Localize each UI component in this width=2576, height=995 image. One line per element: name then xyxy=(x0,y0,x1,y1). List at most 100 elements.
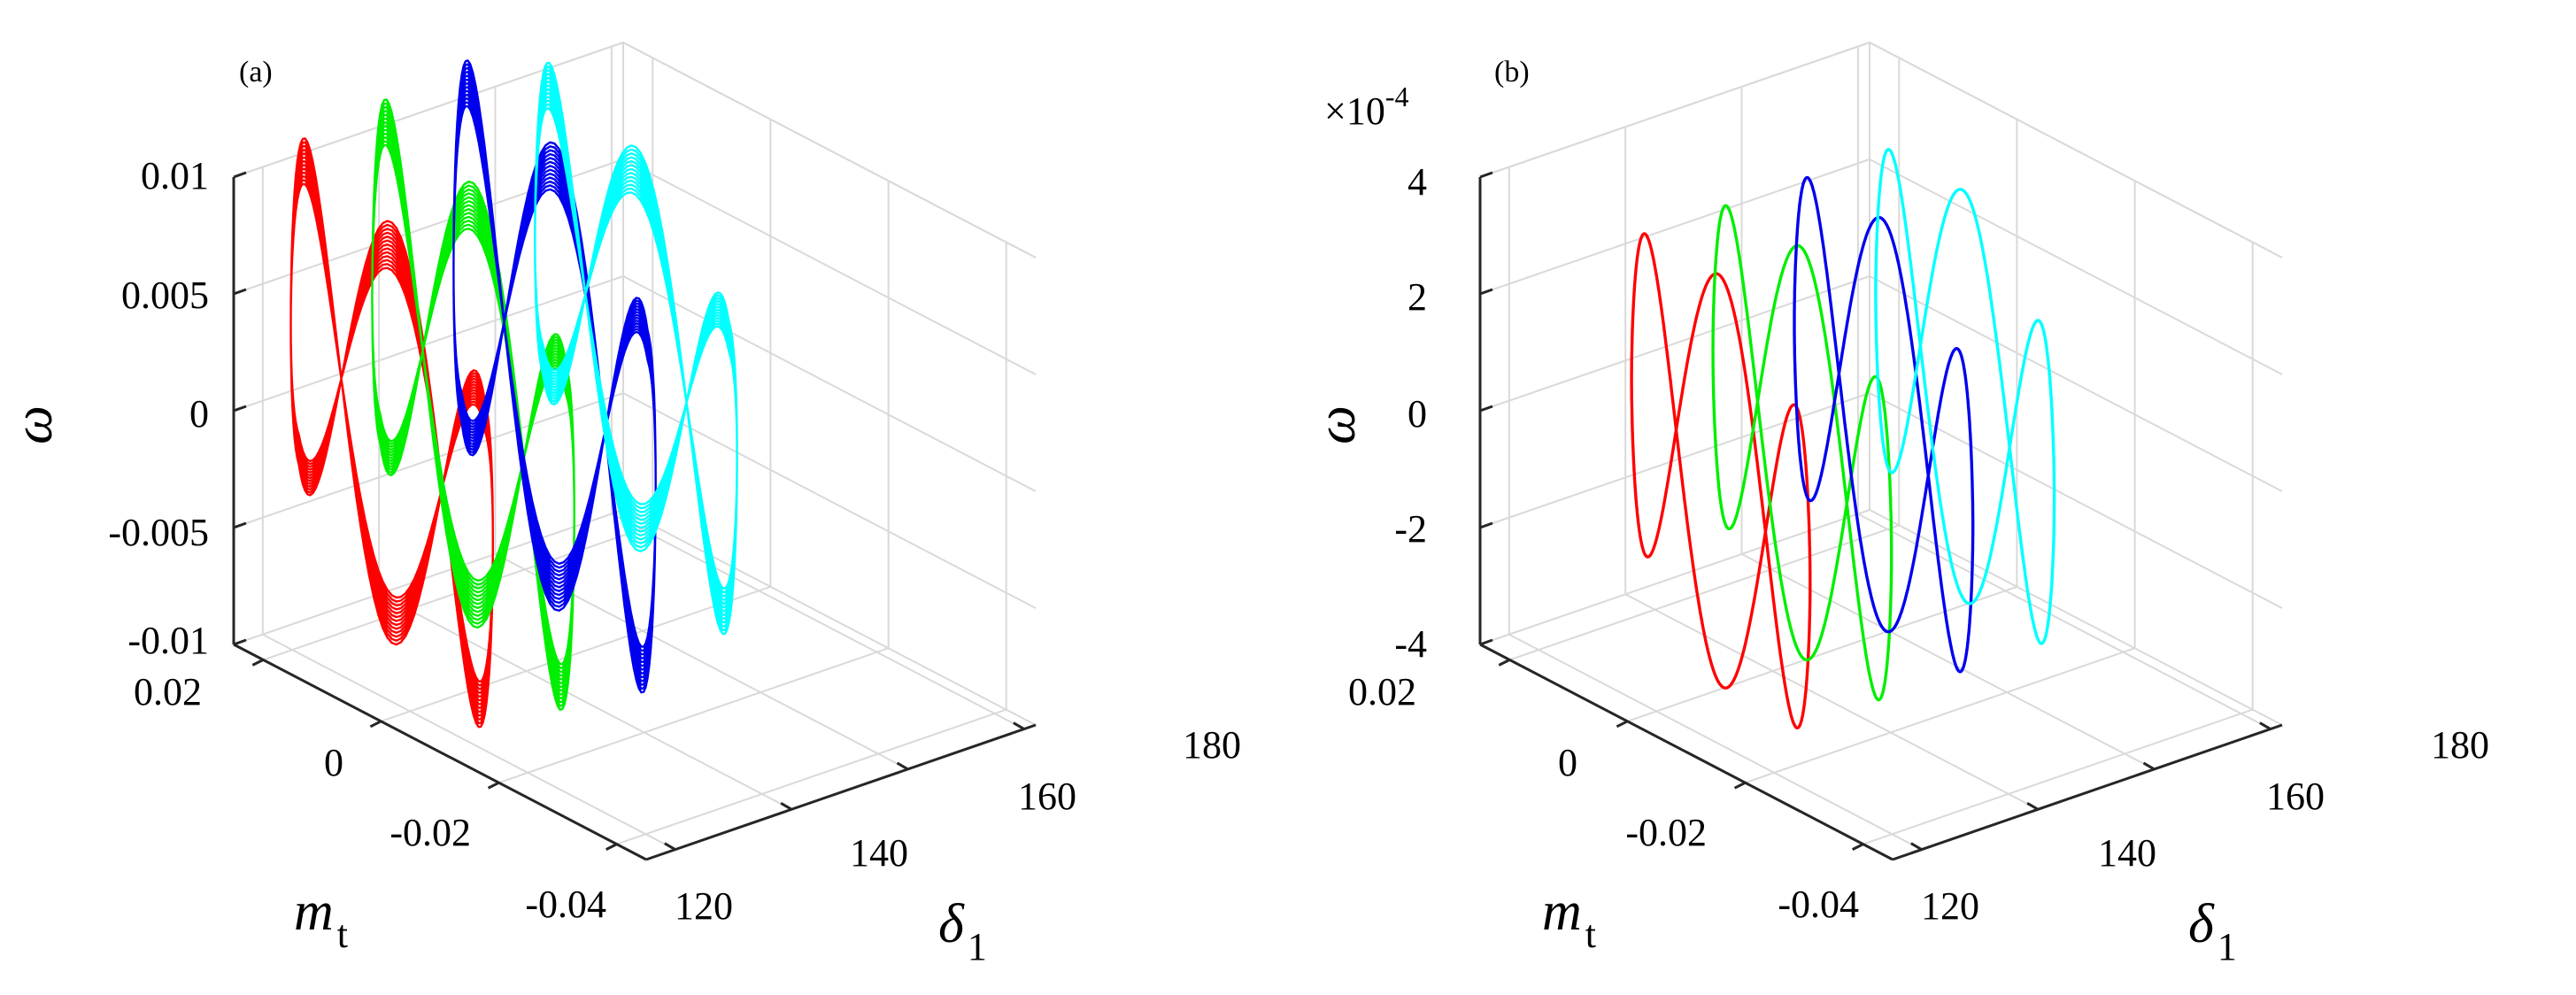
a-y-tick-label: 0 xyxy=(324,741,343,784)
b-series-red xyxy=(1630,232,1812,729)
panel-b-z-tick-labels: 4 2 0 -2 -4 xyxy=(1394,160,1427,666)
a-gridline xyxy=(495,553,908,770)
a-z-tick xyxy=(233,521,247,529)
panel-a: 0.01 0.005 0 -0.005 -0.01 0.02 0 -0.02 -… xyxy=(4,41,1241,968)
b-series-cyan xyxy=(1874,148,2056,645)
a-x-tick-label: 180 xyxy=(1183,723,1241,767)
b-z-tick xyxy=(1479,405,1493,413)
a-z-tick-label: 0 xyxy=(189,392,209,436)
a-gridline xyxy=(381,585,771,722)
b-y-axis-label: mt xyxy=(1542,882,1596,956)
b-x-tick xyxy=(2259,721,2271,730)
a-x-tick xyxy=(664,842,676,851)
b-y-tick-label: 0 xyxy=(1558,741,1577,784)
b-gridline xyxy=(1508,524,1900,661)
b-y-axis-label-sub: t xyxy=(1585,913,1596,956)
a-y-tick xyxy=(251,659,264,667)
a-x-tick xyxy=(780,801,792,811)
a-z-tick-label: -0.01 xyxy=(127,619,209,662)
a-y-tick xyxy=(605,843,618,851)
b-x-tick-label: 180 xyxy=(2431,723,2489,767)
b-x-axis xyxy=(1892,723,2283,861)
a-x-tick-label: 120 xyxy=(675,884,733,928)
a-x-axis-label-sub: 1 xyxy=(968,925,987,968)
b-gridline xyxy=(1745,647,2135,784)
b-x-tick-label: 160 xyxy=(2266,775,2325,818)
a-x-axis-label-main: δ xyxy=(938,894,965,954)
a-gridline xyxy=(233,509,624,645)
b-y-tick-label: -0.04 xyxy=(1778,883,1859,926)
a-series-cyan xyxy=(534,61,738,636)
b-gridline xyxy=(1869,275,2283,492)
b-z-multiplier: ×10-4 xyxy=(1324,81,1408,133)
a-gridline xyxy=(262,633,676,851)
panel-b-x-tick-labels: 120 140 160 180 xyxy=(1921,723,2489,928)
b-z-tick-label: 0 xyxy=(1408,392,1427,436)
a-z-tick xyxy=(233,171,247,179)
b-gridline xyxy=(1624,593,2039,811)
a-x-axis-label: δ1 xyxy=(938,894,987,968)
panel-a-z-tick-labels: 0.01 0.005 0 -0.005 -0.01 xyxy=(108,154,209,662)
b-y-tick xyxy=(1616,720,1629,729)
b-gridline xyxy=(1479,275,1870,412)
b-x-tick xyxy=(1910,842,1923,851)
b-series-blue xyxy=(1793,175,1975,674)
b-z-multiplier-base: ×10 xyxy=(1324,89,1385,133)
b-gridline xyxy=(1863,708,2254,845)
a-gridline xyxy=(622,392,1037,609)
a-gridline xyxy=(616,708,1007,845)
a-x-tick xyxy=(896,761,909,771)
a-panel-label: (a) xyxy=(239,56,273,89)
a-series-blue xyxy=(452,59,657,694)
b-z-tick xyxy=(1479,521,1493,529)
panel-a-grid xyxy=(233,41,1037,851)
b-y-tick xyxy=(1498,659,1510,667)
a-gridline xyxy=(611,513,1025,730)
panel-a-y-tick-labels: 0.02 0 -0.02 -0.04 xyxy=(134,670,606,926)
a-gridline xyxy=(498,647,889,784)
b-z-tick-label: -4 xyxy=(1394,622,1427,666)
b-x-axis-label-sub: 1 xyxy=(2217,925,2237,968)
a-z-tick xyxy=(233,638,247,646)
a-y-tick-label: 0.02 xyxy=(134,670,202,713)
b-gridline xyxy=(1508,633,1923,851)
panel-a-series xyxy=(289,59,738,729)
b-y-tick xyxy=(1852,843,1864,851)
a-series-red xyxy=(289,137,494,729)
a-y-axis-label: mt xyxy=(294,882,348,956)
b-gridline xyxy=(1869,392,2283,609)
panel-b-y-tick-labels: 0.02 0 -0.02 -0.04 xyxy=(1348,670,1859,926)
b-x-tick xyxy=(2026,801,2039,811)
b-y-axis-label-main: m xyxy=(1542,882,1582,942)
b-gridline xyxy=(1479,392,1870,528)
a-gridline xyxy=(622,158,1037,375)
panel-a-axes xyxy=(232,171,1037,861)
b-z-tick xyxy=(1479,288,1493,296)
a-y-tick xyxy=(487,781,500,790)
b-y-axis xyxy=(1479,643,1893,861)
a-x-axis xyxy=(645,723,1037,861)
b-x-tick-label: 140 xyxy=(2098,831,2156,875)
a-y-axis-label-sub: t xyxy=(337,913,348,956)
a-z-axis-label: ω xyxy=(4,405,64,444)
a-y-tick-label: -0.02 xyxy=(389,811,471,854)
a-y-tick xyxy=(369,720,382,729)
b-z-axis-label: ω xyxy=(1307,405,1367,444)
b-x-axis-label: δ1 xyxy=(2188,894,2237,968)
b-y-tick-label: -0.02 xyxy=(1625,811,1707,854)
panel-b-series xyxy=(1630,148,2056,729)
b-z-tick xyxy=(1479,638,1493,646)
a-gridline xyxy=(622,509,1037,726)
a-z-tick xyxy=(233,288,247,296)
b-z-tick-label: 4 xyxy=(1408,160,1427,204)
b-z-multiplier-exponent: -4 xyxy=(1385,81,1409,112)
b-z-tick-label: -2 xyxy=(1394,507,1427,551)
a-x-tick xyxy=(1013,721,1025,730)
b-y-tick xyxy=(1733,781,1747,790)
panel-a-x-tick-labels: 120 140 160 180 xyxy=(675,723,1241,928)
a-z-tick xyxy=(233,405,247,413)
a-y-axis-label-main: m xyxy=(294,882,334,942)
a-series-green xyxy=(371,98,575,711)
panel-b-axes xyxy=(1478,171,2283,861)
